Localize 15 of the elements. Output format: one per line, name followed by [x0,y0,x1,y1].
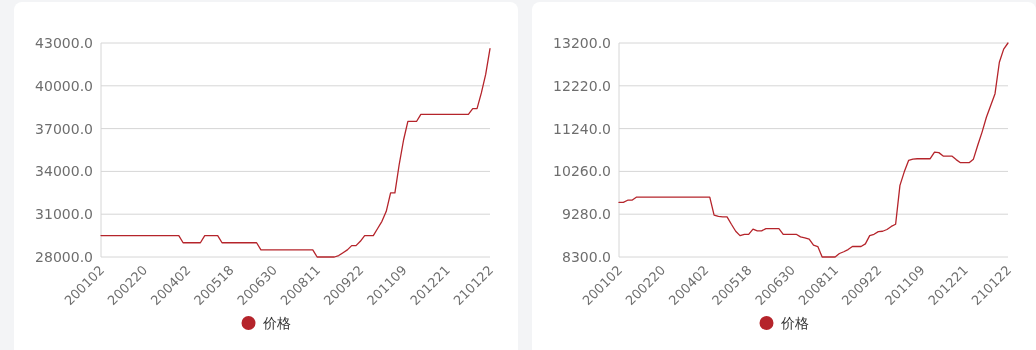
y-tick-label: 31000.0 [35,206,93,223]
y-tick-label: 13200.0 [553,35,611,51]
y-tick-label: 9280.0 [562,206,611,223]
y-tick-label: 12220.0 [553,77,611,94]
y-tick-label: 43000.0 [35,35,93,51]
y-tick-label: 34000.0 [35,163,93,180]
y-tick-label: 37000.0 [35,120,93,137]
y-tick-label: 28000.0 [35,249,93,265]
line-series [618,42,1009,258]
y-tick-label: 11240.0 [553,120,611,137]
legend-label: 价格 [261,315,291,331]
y-tick-label: 40000.0 [35,77,93,94]
y-tick-label: 10260.0 [553,163,611,180]
legend-label: 价格 [779,315,809,331]
y-tick-label: 8300.0 [562,249,611,265]
